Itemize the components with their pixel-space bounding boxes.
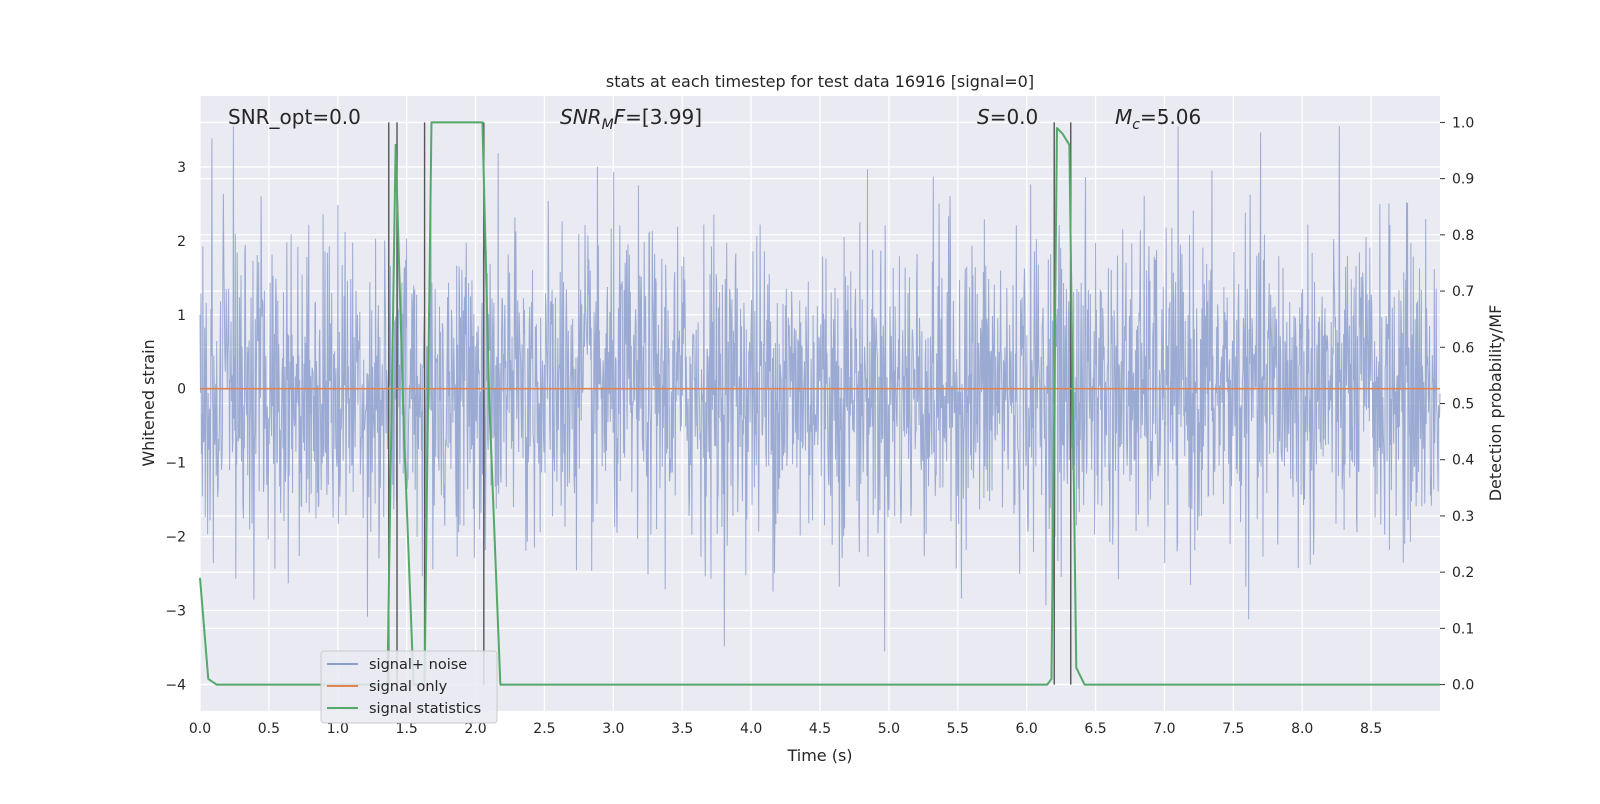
signal-statistics-series <box>199 121 1440 686</box>
y2-tick-label: 0.6 <box>1452 340 1474 356</box>
x-tick-label: 5.0 <box>878 721 900 737</box>
y2-tick-label: 0.7 <box>1452 284 1474 300</box>
x-axis-label: Time (s) <box>786 746 852 765</box>
x-tick-label: 3.5 <box>671 721 693 737</box>
y2-tick-label: 0.5 <box>1452 397 1474 413</box>
y-axis-label: Whitened strain <box>139 339 158 466</box>
s-value: =0.0 <box>990 105 1039 129</box>
legend-box <box>320 650 498 724</box>
x-tick-label: 4.0 <box>740 721 762 737</box>
y-tick-label: 2 <box>177 234 186 250</box>
y2-tick-label: 0.8 <box>1452 228 1474 244</box>
x-tick-label: 1.0 <box>327 721 349 737</box>
y2-tick-label: 1.0 <box>1452 115 1474 131</box>
y2-axis-label: Detection probability/MF <box>1486 305 1505 502</box>
y-tick-label: 1 <box>177 308 186 324</box>
y-tick-label: −1 <box>165 456 186 472</box>
signal-noise-series <box>199 126 1441 652</box>
x-tick-label: 8.5 <box>1360 721 1382 737</box>
legend-label-signal-statistics: signal statistics <box>369 701 481 717</box>
y-tick-label: −4 <box>165 677 186 693</box>
annotation-snr-mf: SNRMF=[3.99] <box>560 105 702 133</box>
x-tick-label: 6.0 <box>1016 721 1038 737</box>
x-tick-label: 2.5 <box>533 721 555 737</box>
mc-subscript: c <box>1132 117 1140 133</box>
chart-title: stats at each timestep for test data 169… <box>606 72 1034 91</box>
y2-tick-label: 0.2 <box>1452 565 1474 581</box>
signal-statistics-line <box>199 121 1440 686</box>
signal-noise-line <box>199 126 1441 652</box>
x-tick-label: 0.5 <box>258 721 280 737</box>
mc-symbol: M <box>1115 105 1132 129</box>
y-tick-label: 0 <box>177 382 186 398</box>
x-tick-label: 5.5 <box>947 721 969 737</box>
x-tick-label: 7.5 <box>1222 721 1244 737</box>
s-symbol: S <box>977 105 990 129</box>
y-tick-label: 3 <box>177 160 186 176</box>
x-tick-label: 7.0 <box>1153 721 1175 737</box>
y-tick-label: −3 <box>165 603 186 619</box>
x-tick-label: 6.5 <box>1084 721 1106 737</box>
legend-label-signal-only: signal only <box>369 679 448 695</box>
annotation-s: S=0.0 <box>977 105 1038 129</box>
x-tick-label: 4.5 <box>809 721 831 737</box>
x-tick-label: 2.0 <box>464 721 486 737</box>
y2-tick-label: 0.4 <box>1452 453 1474 469</box>
x-tick-label: 1.5 <box>396 721 418 737</box>
x-tick-label: 8.0 <box>1291 721 1313 737</box>
snr-mf-f: F <box>614 105 626 129</box>
mc-value: =5.06 <box>1140 105 1201 129</box>
annotation-mc: Mc=5.06 <box>1115 105 1201 133</box>
x-tick-label: 0.0 <box>189 721 211 737</box>
legend-label-signal-noise: signal+ noise <box>369 657 467 673</box>
snr-mf-value: =[3.99] <box>625 105 702 129</box>
y2-tick-label: 0.3 <box>1452 509 1474 525</box>
y-tick-label: −2 <box>165 530 186 546</box>
snr-mf-symbol: SNR <box>560 105 602 129</box>
y2-tick-label: 0.1 <box>1452 621 1474 637</box>
annotation-snr-opt: SNR_opt=0.0 <box>228 105 361 129</box>
legend: signal+ noise signal only signal statist… <box>320 650 498 724</box>
y2-tick-label: 0.9 <box>1452 172 1474 188</box>
snr-mf-subscript: M <box>602 117 614 133</box>
y2-tick-label: 0.0 <box>1452 678 1474 694</box>
tick-labels: 0.0 0.5 1.0 1.5 2.0 2.5 3.0 3.5 4.0 4.5 5.0 5.5 6.0 6… <box>165 115 1474 737</box>
x-tick-label: 3.0 <box>602 721 624 737</box>
